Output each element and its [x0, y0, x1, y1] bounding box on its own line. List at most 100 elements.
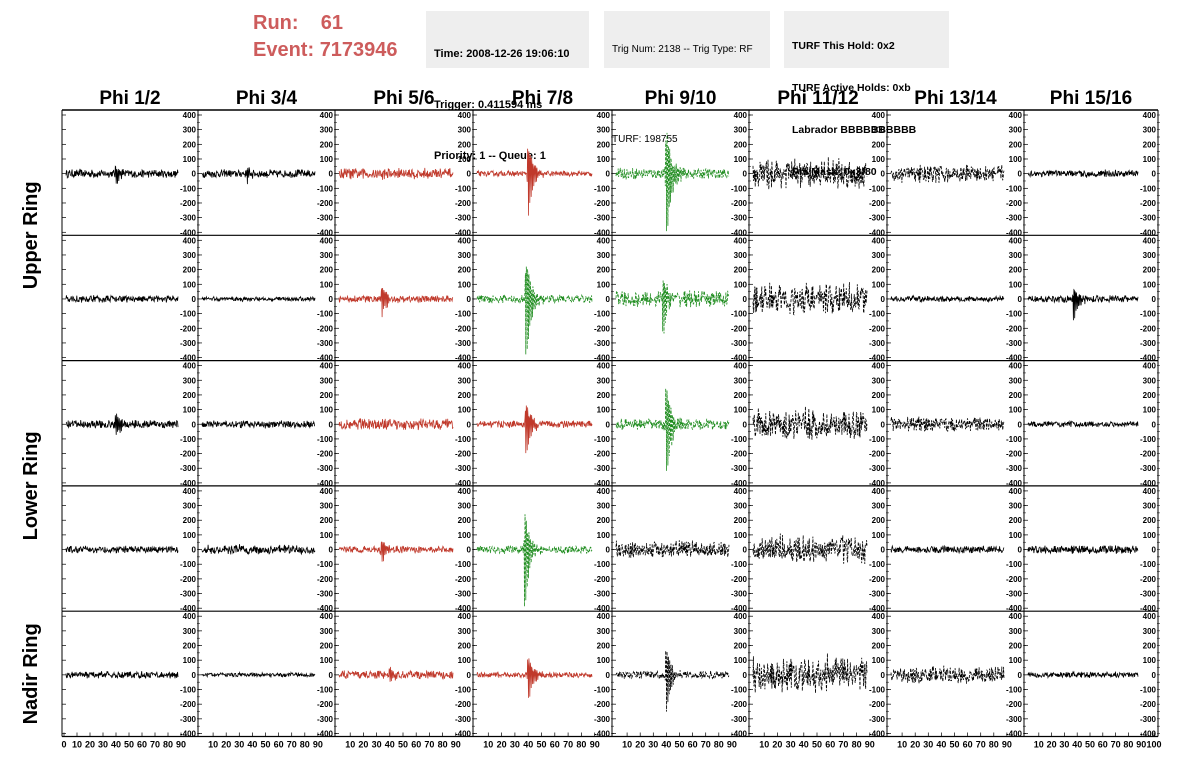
y-tick-label: -200: [1006, 324, 1023, 333]
y-tick-label: 300: [320, 376, 334, 385]
y-tick-label: 300: [183, 502, 197, 511]
y-tick-label: 100: [1143, 406, 1157, 415]
x-tick-label: 50: [398, 740, 408, 750]
y-tick-label: 100: [1143, 531, 1157, 540]
y-tick-label: -200: [1140, 450, 1157, 459]
x-tick-label: 70: [150, 740, 160, 750]
y-tick-label: -300: [869, 339, 886, 348]
x-tick-label: 70: [701, 740, 711, 750]
y-tick-label: 0: [606, 295, 611, 304]
y-tick-label: 300: [597, 502, 611, 511]
y-tick-label: 100: [1009, 406, 1023, 415]
phi-label-6: Phi 11/12: [777, 88, 858, 109]
y-tick-label: 400: [1009, 362, 1023, 371]
ring-label-2: Lower Ring: [20, 431, 42, 540]
waveform-r3-c7: [890, 416, 1005, 432]
x-tick-label: 80: [438, 740, 448, 750]
y-tick-label: 200: [458, 391, 472, 400]
y-tick-label: 200: [597, 266, 611, 275]
y-tick-label: -100: [455, 310, 472, 319]
y-tick-label: -400: [1006, 604, 1023, 613]
y-tick-label: -400: [317, 228, 334, 237]
y-tick-label: 0: [743, 671, 748, 680]
y-tick-label: 400: [597, 362, 611, 371]
waveform-r4-c7: [890, 544, 1005, 555]
y-tick-label: -100: [594, 560, 611, 569]
y-tick-label: -100: [1006, 560, 1023, 569]
y-tick-label: -100: [594, 435, 611, 444]
y-tick-label: 300: [1009, 126, 1023, 135]
waveform-r2-c1: [65, 294, 179, 304]
y-tick-label: 100: [1009, 531, 1023, 540]
x-tick-label: 60: [825, 740, 835, 750]
y-tick-label: -300: [869, 214, 886, 223]
waveform-r4-c1: [65, 545, 179, 554]
y-tick-label: -300: [1006, 339, 1023, 348]
y-tick-label: 100: [734, 531, 748, 540]
y-tick-label: -100: [317, 184, 334, 193]
x-tick-label: 80: [300, 740, 310, 750]
y-tick-label: -400: [317, 354, 334, 363]
waveform-r3-c8: [1027, 419, 1139, 429]
y-tick-label: 200: [320, 642, 334, 651]
y-tick-label: 100: [458, 531, 472, 540]
y-tick-label: 200: [597, 642, 611, 651]
y-tick-label: -100: [731, 686, 748, 695]
y-tick-label: -200: [180, 324, 197, 333]
y-tick-label: 400: [872, 111, 886, 120]
x-tick-label: 20: [497, 740, 507, 750]
y-tick-label: 300: [1143, 126, 1157, 135]
y-tick-label: -400: [594, 354, 611, 363]
y-tick-label: -300: [594, 715, 611, 724]
waveform-r2-c4: [476, 266, 593, 355]
x-tick-label: 90: [1136, 740, 1146, 750]
y-tick-label: 100: [1143, 280, 1157, 289]
y-tick-label: 300: [597, 376, 611, 385]
y-tick-label: -400: [180, 228, 197, 237]
y-tick-label: -200: [1006, 450, 1023, 459]
y-tick-label: 400: [320, 362, 334, 371]
x-tick-label: 20: [85, 740, 95, 750]
trigger-text: Trigger: 0.411594 ms: [434, 99, 543, 111]
y-tick-label: 300: [1143, 502, 1157, 511]
y-tick-label: 0: [881, 295, 886, 304]
waveform-r3-c6: [752, 406, 868, 440]
y-tick-label: 400: [597, 487, 611, 496]
x-tick-label: 10: [208, 740, 218, 750]
y-tick-label: 400: [183, 236, 197, 245]
y-tick-label: -400: [1140, 604, 1157, 613]
waveform-r2-c8: [1027, 288, 1139, 321]
y-tick-label: 100: [1009, 280, 1023, 289]
y-tick-label: 200: [734, 642, 748, 651]
x-tick-label: 90: [590, 740, 600, 750]
y-tick-label: -300: [869, 715, 886, 724]
y-tick-label: 100: [183, 155, 197, 164]
y-tick-label: -200: [1140, 199, 1157, 208]
x-tick-label: 60: [550, 740, 560, 750]
y-tick-label: -200: [180, 700, 197, 709]
y-tick-label: 300: [734, 251, 748, 260]
y-tick-label: -400: [180, 604, 197, 613]
y-tick-label: -400: [180, 354, 197, 363]
x-tick-label: 40: [385, 740, 395, 750]
y-tick-label: -300: [731, 590, 748, 599]
x-tick-label: 30: [98, 740, 108, 750]
y-tick-label: -100: [731, 310, 748, 319]
y-tick-label: 0: [329, 546, 334, 555]
y-tick-label: 300: [734, 502, 748, 511]
x-tick-label: 10: [622, 740, 632, 750]
y-tick-label: -300: [731, 214, 748, 223]
y-tick-label: 100: [597, 155, 611, 164]
y-tick-label: 0: [467, 546, 472, 555]
y-tick-label: 400: [458, 111, 472, 120]
y-tick-label: -100: [455, 686, 472, 695]
y-tick-label: -400: [731, 354, 748, 363]
x-tick-label: 90: [1002, 740, 1012, 750]
x-tick-label: 0: [61, 740, 66, 750]
y-tick-label: -200: [869, 700, 886, 709]
ring-label-1: Upper Ring: [20, 181, 42, 289]
y-tick-label: 100: [320, 280, 334, 289]
y-tick-label: -400: [1006, 354, 1023, 363]
x-tick-label: 60: [1098, 740, 1108, 750]
y-tick-label: 200: [458, 266, 472, 275]
